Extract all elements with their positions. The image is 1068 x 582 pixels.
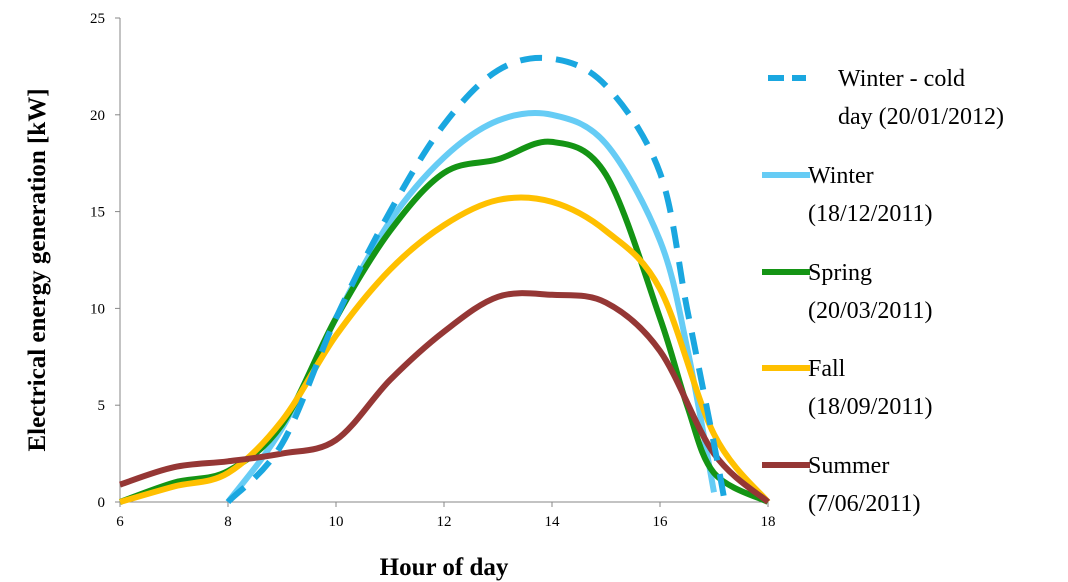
y-tick-label: 0 (98, 495, 106, 511)
y-axis-title: Electrical energy generation [kW] (24, 88, 51, 451)
legend-label: Fall (808, 356, 846, 382)
x-tick-label: 10 (329, 514, 344, 530)
x-tick-label: 18 (761, 514, 776, 530)
legend-label: day (20/01/2012) (838, 104, 1004, 130)
x-axis-title: Hour of day (380, 554, 509, 581)
legend-label: (18/09/2011) (808, 394, 932, 420)
legend-label: Winter (808, 163, 874, 189)
legend-label: (18/12/2011) (808, 201, 932, 227)
legend-label: Summer (808, 453, 889, 479)
legend-label: (7/06/2011) (808, 491, 920, 517)
x-tick-label: 14 (545, 514, 561, 530)
y-tick-label: 20 (90, 108, 105, 124)
legend-label: Winter - cold (838, 66, 965, 92)
x-tick-label: 16 (653, 514, 669, 530)
series-line-0 (225, 54, 728, 505)
legend: Winter - cold day (20/01/2012) Winter (18/1… (762, 66, 1004, 517)
x-tick-label: 6 (116, 514, 124, 530)
series-line-3 (119, 194, 771, 505)
x-tick-label: 12 (437, 514, 452, 530)
series-line-4 (119, 290, 771, 505)
y-tick-label: 25 (90, 11, 105, 27)
legend-label: (20/03/2011) (808, 298, 932, 324)
legend-label: Spring (808, 260, 872, 286)
y-tick-label: 5 (98, 398, 106, 414)
series-line-1 (225, 110, 717, 504)
y-tick-label: 10 (90, 301, 105, 317)
y-tick-label: 15 (90, 205, 105, 221)
x-tick-label: 8 (224, 514, 232, 530)
